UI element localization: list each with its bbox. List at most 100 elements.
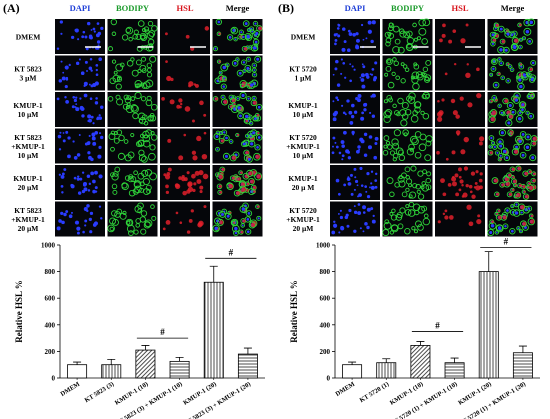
- panel-label: (B): [278, 1, 294, 15]
- nucleus: [341, 104, 344, 107]
- hsl-signal: [193, 83, 197, 86]
- merge-lipid: [490, 41, 496, 47]
- merge-nucleus: [233, 61, 237, 65]
- hsl-signal: [162, 227, 166, 231]
- nucleus: [63, 212, 67, 217]
- lipid: [137, 208, 143, 214]
- nucleus: [338, 151, 342, 155]
- lipid: [142, 177, 150, 186]
- merge-hsl: [241, 84, 245, 88]
- merge-lipid: [526, 94, 532, 99]
- merge-nucleus: [491, 42, 495, 45]
- nucleus: [370, 185, 375, 190]
- merge-lipid: [254, 172, 262, 181]
- merge-hsl: [499, 158, 502, 161]
- row-label: KT 5823: [14, 65, 42, 74]
- merge-lipid: [236, 69, 244, 77]
- nucleus: [353, 68, 356, 71]
- merge-lipid: [245, 96, 252, 102]
- merge-lipid: [523, 143, 532, 152]
- merge-hsl: [524, 194, 529, 199]
- nucleus: [353, 229, 357, 233]
- merge-hsl: [522, 221, 527, 226]
- hsl-signal: [458, 167, 462, 172]
- nucleus: [351, 65, 354, 68]
- lipid: [140, 56, 147, 62]
- nucleus: [84, 35, 88, 39]
- nucleus: [82, 182, 87, 187]
- nucleus: [354, 179, 359, 184]
- nucleus: [370, 182, 373, 185]
- merge-lipid: [244, 64, 252, 72]
- micrograph: [107, 201, 158, 237]
- nucleus: [361, 63, 364, 66]
- lipid: [409, 135, 418, 144]
- nucleus: [360, 184, 364, 187]
- hsl-signal: [470, 171, 476, 176]
- merge-lipid: [215, 146, 220, 152]
- nucleus: [58, 219, 62, 223]
- merge-hsl: [508, 192, 513, 197]
- hsl-signal: [451, 150, 456, 155]
- nucleus: [360, 78, 365, 82]
- merge-hsl: [502, 215, 507, 220]
- hsl-signal: [466, 63, 469, 66]
- lipid: [406, 148, 415, 156]
- merge-lipid: [530, 93, 535, 99]
- nucleus: [356, 184, 359, 187]
- merge-hsl: [497, 215, 502, 220]
- lipid: [388, 22, 395, 29]
- merge-lipid: [526, 205, 533, 212]
- nucleus: [370, 207, 374, 211]
- hsl-signal: [458, 188, 462, 192]
- nucleus: [334, 110, 338, 115]
- nucleus: [72, 140, 75, 143]
- hsl-signal: [454, 173, 459, 178]
- hsl-signal: [199, 190, 203, 194]
- nucleus: [354, 176, 357, 179]
- lipid: [116, 75, 122, 81]
- nucleus: [373, 155, 378, 160]
- hsl-signal: [167, 138, 172, 143]
- merge-nucleus: [222, 65, 226, 70]
- nucleus: [347, 156, 352, 160]
- micrograph: [435, 55, 485, 91]
- nucleus: [94, 101, 99, 105]
- nucleus: [332, 100, 335, 103]
- merge-lipid: [255, 103, 263, 111]
- nucleus: [344, 76, 347, 79]
- lipid: [131, 105, 139, 113]
- row-label: DMEM: [16, 33, 41, 42]
- row-label: KMUP-1: [288, 174, 317, 183]
- merge-nucleus: [214, 226, 218, 231]
- merge-hsl: [219, 220, 224, 225]
- nucleus: [76, 231, 80, 235]
- lipid: [148, 30, 156, 37]
- lipid: [110, 18, 118, 26]
- lipid: [414, 151, 422, 159]
- nucleus: [372, 214, 375, 218]
- merge-lipid: [243, 154, 252, 162]
- merge-lipid: [487, 228, 495, 237]
- hsl-signal: [186, 230, 191, 234]
- lipid: [413, 62, 418, 67]
- hsl-signal: [465, 23, 469, 27]
- nucleus: [87, 114, 92, 119]
- nucleus: [348, 208, 352, 213]
- lipid: [146, 72, 153, 78]
- nucleus: [75, 103, 78, 106]
- nucleus: [331, 151, 335, 155]
- lipid: [134, 185, 142, 194]
- merge-lipid: [216, 173, 224, 181]
- merge-lipid: [254, 144, 261, 151]
- bar: [512, 352, 533, 379]
- merge-hsl: [496, 192, 500, 196]
- nucleus: [84, 60, 88, 64]
- nucleus: [96, 40, 101, 44]
- nucleus: [355, 32, 359, 36]
- nucleus: [77, 175, 80, 178]
- merge-lipid: [239, 185, 247, 194]
- merge-nucleus: [500, 62, 503, 65]
- merge-hsl: [218, 184, 222, 189]
- nucleus: [74, 28, 78, 32]
